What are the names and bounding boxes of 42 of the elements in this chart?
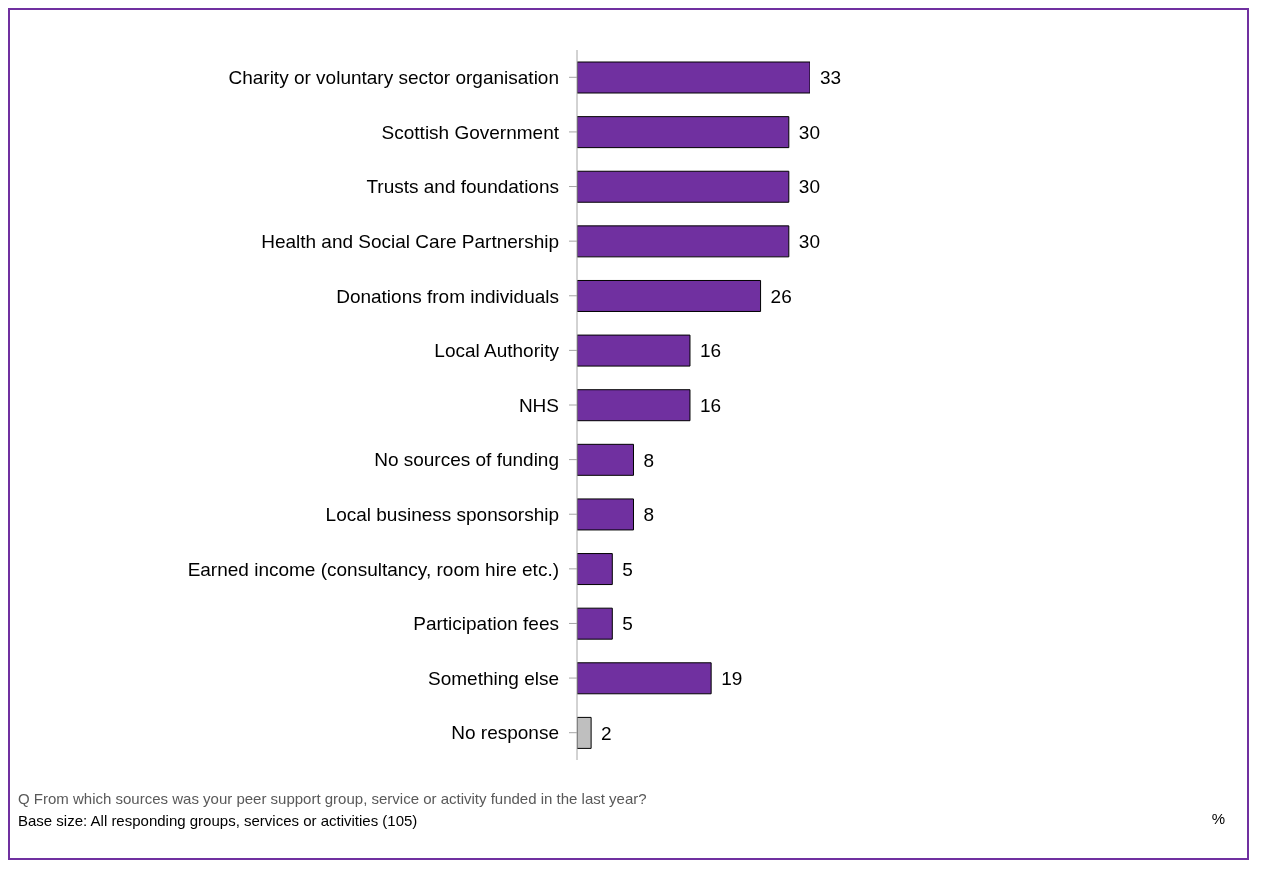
- y-tick-label: Local business sponsorship: [325, 503, 559, 525]
- bar: [577, 334, 691, 367]
- data-label: 30: [798, 121, 820, 143]
- bar: [577, 716, 592, 749]
- y-tick-label: Something else: [428, 667, 559, 689]
- bar: [577, 225, 790, 258]
- data-label: 26: [770, 285, 792, 307]
- data-label: 5: [622, 613, 633, 635]
- bar: [577, 553, 613, 586]
- data-label: 19: [721, 668, 743, 690]
- data-label: 8: [643, 504, 655, 526]
- data-label: 5: [622, 558, 633, 580]
- y-tick-label: No sources of funding: [374, 449, 559, 471]
- data-label: 16: [699, 340, 722, 362]
- y-tick-label: Scottish Government: [381, 121, 560, 143]
- bar: [577, 389, 691, 422]
- y-tick-label: Local Authority: [434, 340, 560, 362]
- y-tick-label: Health and Social Care Partnership: [261, 230, 559, 252]
- y-tick-label: Donations from individuals: [336, 285, 559, 307]
- data-label: 16: [699, 394, 722, 416]
- bar: [577, 279, 762, 312]
- text: Base size: All responding groups, services or activities (105): [18, 811, 419, 831]
- text: Q From which sources was your peer support group, service or activity funded in the last year?: [18, 789, 647, 809]
- y-tick-label: Earned income (consultancy, room hire etc.): [187, 558, 559, 580]
- bar: [577, 116, 790, 149]
- data-label: 33: [820, 67, 842, 89]
- bar: [577, 443, 634, 476]
- y-tick-label: NHS: [518, 394, 559, 416]
- bar: [577, 498, 634, 531]
- data-label: 8: [643, 449, 655, 471]
- data-label: 30: [798, 176, 820, 198]
- data-label: 30: [798, 231, 820, 253]
- bar: [577, 607, 613, 640]
- y-tick-label: Charity or voluntary sector organisation: [228, 67, 559, 89]
- bar: [577, 662, 712, 695]
- y-tick-label: Participation fees: [413, 613, 559, 635]
- bar: [577, 170, 790, 203]
- y-tick-label: No response: [451, 722, 559, 744]
- bar: [577, 61, 810, 94]
- y-tick-label: Trusts and foundations: [366, 176, 559, 198]
- data-label: 2: [601, 722, 612, 744]
- text: %: [1211, 810, 1225, 827]
